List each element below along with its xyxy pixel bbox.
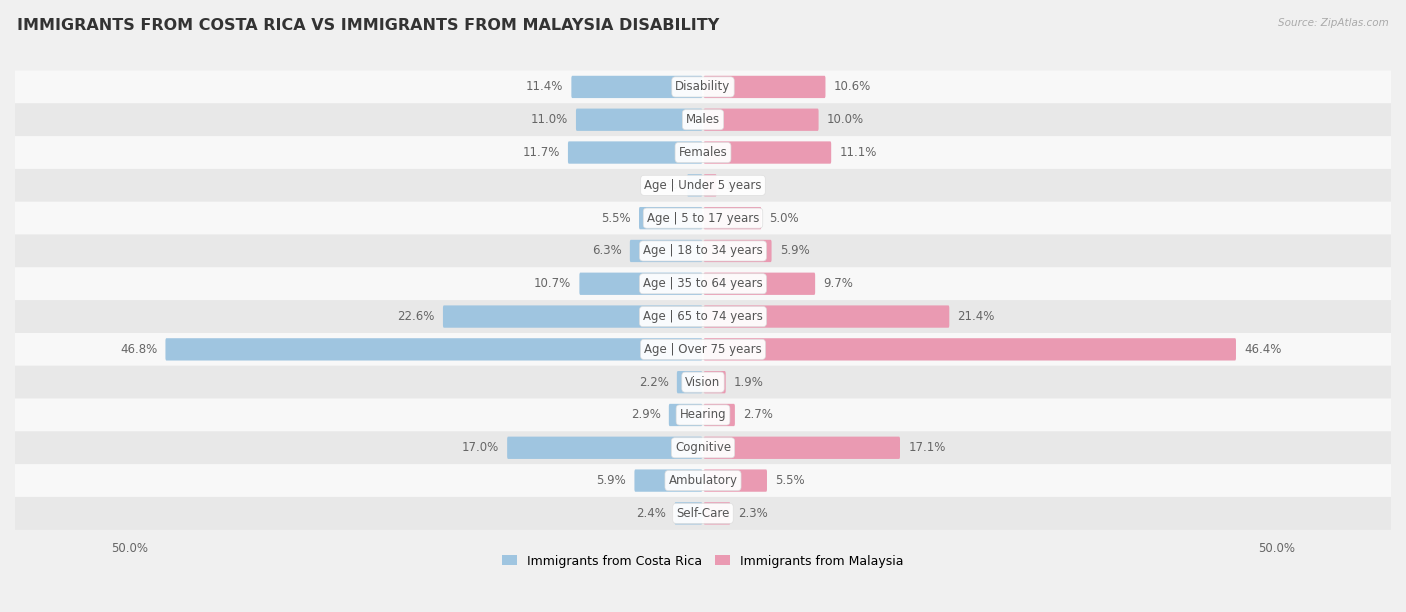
- Text: Females: Females: [679, 146, 727, 159]
- Text: Males: Males: [686, 113, 720, 126]
- FancyBboxPatch shape: [0, 169, 1406, 202]
- Text: Age | 18 to 34 years: Age | 18 to 34 years: [643, 244, 763, 258]
- FancyBboxPatch shape: [704, 502, 730, 524]
- FancyBboxPatch shape: [0, 398, 1406, 431]
- Text: 5.9%: 5.9%: [596, 474, 626, 487]
- FancyBboxPatch shape: [704, 469, 768, 492]
- FancyBboxPatch shape: [704, 305, 949, 327]
- Text: Age | 35 to 64 years: Age | 35 to 64 years: [643, 277, 763, 290]
- Text: 6.3%: 6.3%: [592, 244, 621, 258]
- Text: 11.1%: 11.1%: [839, 146, 877, 159]
- FancyBboxPatch shape: [0, 70, 1406, 103]
- FancyBboxPatch shape: [704, 371, 725, 394]
- FancyBboxPatch shape: [0, 300, 1406, 333]
- Text: Age | Under 5 years: Age | Under 5 years: [644, 179, 762, 192]
- FancyBboxPatch shape: [571, 76, 702, 98]
- FancyBboxPatch shape: [443, 305, 702, 327]
- FancyBboxPatch shape: [166, 338, 702, 360]
- Text: 17.1%: 17.1%: [908, 441, 946, 454]
- FancyBboxPatch shape: [579, 272, 702, 295]
- Text: IMMIGRANTS FROM COSTA RICA VS IMMIGRANTS FROM MALAYSIA DISABILITY: IMMIGRANTS FROM COSTA RICA VS IMMIGRANTS…: [17, 18, 718, 34]
- Text: 2.2%: 2.2%: [638, 376, 669, 389]
- Text: 46.8%: 46.8%: [120, 343, 157, 356]
- Text: 5.0%: 5.0%: [769, 212, 799, 225]
- FancyBboxPatch shape: [0, 366, 1406, 398]
- Text: Hearing: Hearing: [679, 408, 727, 422]
- Text: Source: ZipAtlas.com: Source: ZipAtlas.com: [1278, 18, 1389, 28]
- FancyBboxPatch shape: [704, 207, 761, 230]
- FancyBboxPatch shape: [568, 141, 702, 163]
- Text: 2.9%: 2.9%: [631, 408, 661, 422]
- Text: 11.7%: 11.7%: [522, 146, 560, 159]
- Text: Vision: Vision: [685, 376, 721, 389]
- FancyBboxPatch shape: [704, 141, 831, 163]
- FancyBboxPatch shape: [0, 464, 1406, 497]
- FancyBboxPatch shape: [508, 436, 702, 459]
- Text: 46.4%: 46.4%: [1244, 343, 1282, 356]
- Text: 1.9%: 1.9%: [734, 376, 763, 389]
- FancyBboxPatch shape: [675, 502, 702, 524]
- Text: 9.7%: 9.7%: [824, 277, 853, 290]
- Text: 2.4%: 2.4%: [637, 507, 666, 520]
- Text: 5.9%: 5.9%: [780, 244, 810, 258]
- FancyBboxPatch shape: [704, 108, 818, 131]
- FancyBboxPatch shape: [0, 333, 1406, 366]
- Text: 5.5%: 5.5%: [775, 474, 804, 487]
- Text: 11.0%: 11.0%: [530, 113, 568, 126]
- Text: 5.5%: 5.5%: [602, 212, 631, 225]
- Text: 10.7%: 10.7%: [534, 277, 571, 290]
- FancyBboxPatch shape: [0, 267, 1406, 300]
- FancyBboxPatch shape: [676, 371, 702, 394]
- FancyBboxPatch shape: [669, 404, 702, 426]
- FancyBboxPatch shape: [704, 76, 825, 98]
- FancyBboxPatch shape: [704, 174, 717, 196]
- Text: 10.0%: 10.0%: [827, 113, 863, 126]
- Legend: Immigrants from Costa Rica, Immigrants from Malaysia: Immigrants from Costa Rica, Immigrants f…: [498, 550, 908, 573]
- FancyBboxPatch shape: [0, 431, 1406, 464]
- FancyBboxPatch shape: [688, 174, 702, 196]
- Text: 22.6%: 22.6%: [398, 310, 434, 323]
- FancyBboxPatch shape: [704, 240, 772, 262]
- FancyBboxPatch shape: [0, 136, 1406, 169]
- Text: Disability: Disability: [675, 80, 731, 94]
- Text: Self-Care: Self-Care: [676, 507, 730, 520]
- Text: 2.3%: 2.3%: [738, 507, 768, 520]
- Text: Age | 65 to 74 years: Age | 65 to 74 years: [643, 310, 763, 323]
- FancyBboxPatch shape: [576, 108, 702, 131]
- Text: Age | 5 to 17 years: Age | 5 to 17 years: [647, 212, 759, 225]
- FancyBboxPatch shape: [0, 103, 1406, 136]
- Text: Cognitive: Cognitive: [675, 441, 731, 454]
- FancyBboxPatch shape: [0, 234, 1406, 267]
- Text: Ambulatory: Ambulatory: [668, 474, 738, 487]
- Text: 10.6%: 10.6%: [834, 80, 870, 94]
- Text: 1.1%: 1.1%: [724, 179, 755, 192]
- FancyBboxPatch shape: [704, 272, 815, 295]
- FancyBboxPatch shape: [704, 404, 735, 426]
- Text: 17.0%: 17.0%: [461, 441, 499, 454]
- FancyBboxPatch shape: [630, 240, 702, 262]
- FancyBboxPatch shape: [0, 202, 1406, 234]
- FancyBboxPatch shape: [0, 497, 1406, 530]
- Text: 2.7%: 2.7%: [744, 408, 773, 422]
- Text: Age | Over 75 years: Age | Over 75 years: [644, 343, 762, 356]
- FancyBboxPatch shape: [638, 207, 702, 230]
- Text: 21.4%: 21.4%: [957, 310, 995, 323]
- Text: 1.3%: 1.3%: [650, 179, 679, 192]
- FancyBboxPatch shape: [704, 338, 1236, 360]
- Text: 11.4%: 11.4%: [526, 80, 564, 94]
- FancyBboxPatch shape: [704, 436, 900, 459]
- FancyBboxPatch shape: [634, 469, 702, 492]
